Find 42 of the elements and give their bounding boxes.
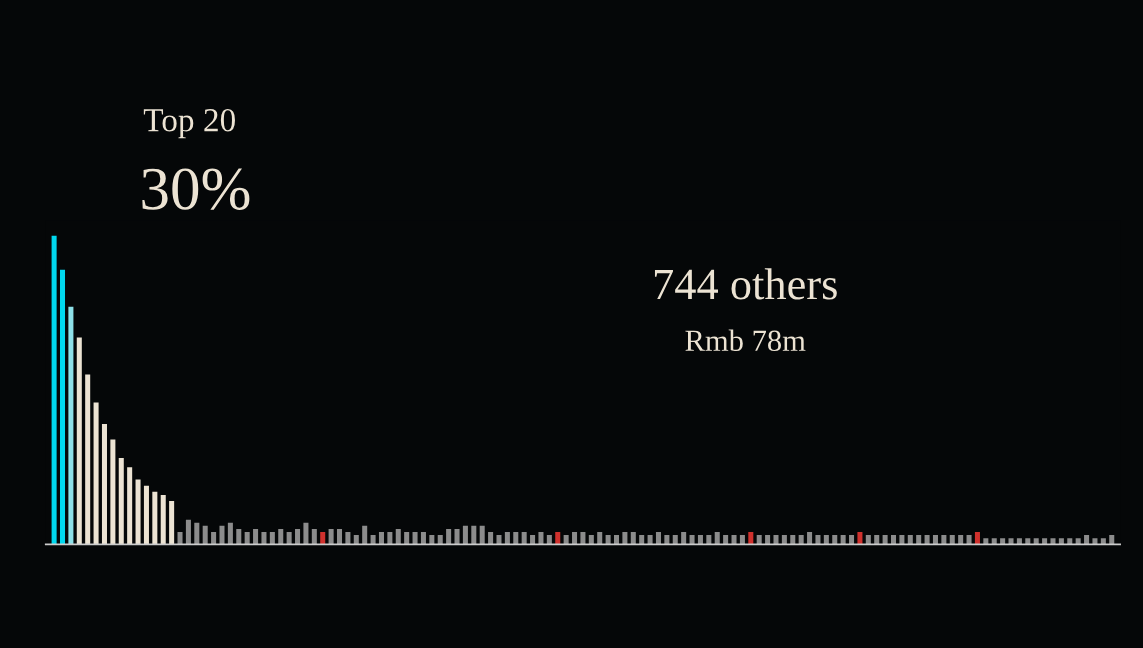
annotation: Rmb 78m — [685, 329, 806, 352]
bar — [311, 528, 317, 545]
bar — [454, 528, 460, 545]
bar — [135, 479, 141, 545]
bar — [160, 494, 166, 545]
bar — [278, 528, 284, 545]
bar — [462, 525, 468, 545]
bar — [219, 525, 225, 545]
bar — [479, 525, 485, 545]
bar — [202, 525, 208, 545]
bar — [51, 235, 57, 545]
bar — [362, 525, 368, 545]
bar — [471, 525, 477, 545]
bar — [328, 528, 334, 545]
bar — [253, 528, 259, 545]
bar — [194, 522, 200, 545]
bar — [85, 374, 91, 545]
bar — [127, 467, 133, 545]
bar — [303, 522, 309, 545]
bar — [118, 457, 124, 545]
bar — [93, 402, 99, 545]
bar — [152, 491, 158, 545]
text: 30% — [142, 168, 250, 210]
bar — [236, 528, 242, 545]
bar — [59, 269, 66, 545]
bar — [395, 528, 401, 545]
bar — [68, 306, 74, 545]
bar — [76, 337, 82, 545]
bar — [169, 501, 175, 545]
bar — [143, 485, 149, 545]
bar — [446, 528, 452, 545]
bar — [496, 535, 502, 545]
annotation: 744 others — [654, 268, 837, 300]
bar — [227, 522, 233, 545]
bar — [110, 439, 116, 545]
bar — [295, 528, 301, 545]
bar — [773, 535, 779, 545]
bar — [185, 519, 191, 545]
bar — [1050, 538, 1056, 545]
bar — [336, 528, 343, 545]
text: Top 20 — [143, 108, 235, 139]
bar — [101, 423, 107, 545]
